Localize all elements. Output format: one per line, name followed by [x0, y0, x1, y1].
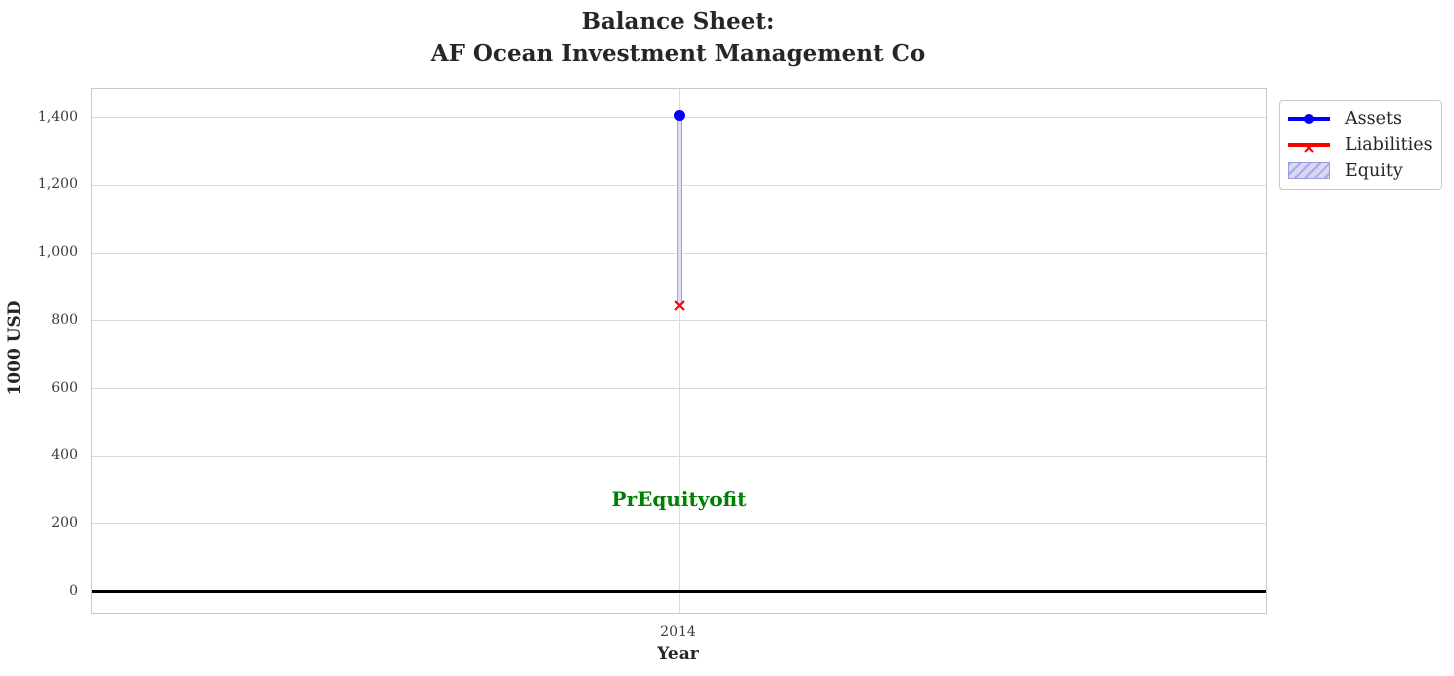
y-tick-label: 1,000: [37, 244, 78, 261]
legend-label-liabilities: Liabilities: [1345, 135, 1433, 155]
liabilities-line-icon: [1288, 132, 1330, 158]
equity-bar: [676, 115, 682, 304]
equity-hatch-patch-icon: [1288, 158, 1330, 184]
x-axis-label: Year: [657, 644, 699, 664]
assets-line-icon: [1288, 106, 1330, 132]
legend-label-assets: Assets: [1345, 109, 1402, 129]
assets-point-marker: [673, 109, 685, 121]
annotation-text: PrEquityofit: [611, 486, 747, 511]
y-tick-label: 1,200: [37, 176, 78, 193]
chart-title: Balance Sheet: AF Ocean Investment Manag…: [430, 8, 926, 67]
y-tick-label: 400: [51, 447, 78, 464]
legend-item-liabilities: Liabilities: [1288, 132, 1433, 158]
y-tick-label: 800: [51, 311, 78, 328]
y-tick-label: 200: [51, 514, 78, 531]
legend: Assets Liabilities Equity: [1279, 100, 1442, 190]
legend-label-equity: Equity: [1345, 161, 1403, 181]
liabilities-x-marker: [673, 297, 686, 311]
y-tick-label: 600: [51, 379, 78, 396]
x-icon: [673, 300, 685, 311]
legend-item-equity: Equity: [1288, 158, 1433, 184]
y-tick-label: 1,400: [37, 108, 78, 125]
x-tick-label: 2014: [660, 624, 696, 640]
plot-area: PrEquityofit: [91, 88, 1267, 614]
y-tick-label: 0: [69, 582, 78, 599]
vertical-gridline: [679, 89, 680, 613]
x-icon: [1304, 143, 1314, 153]
zero-axis-line: [92, 590, 1266, 594]
legend-item-assets: Assets: [1288, 106, 1433, 132]
